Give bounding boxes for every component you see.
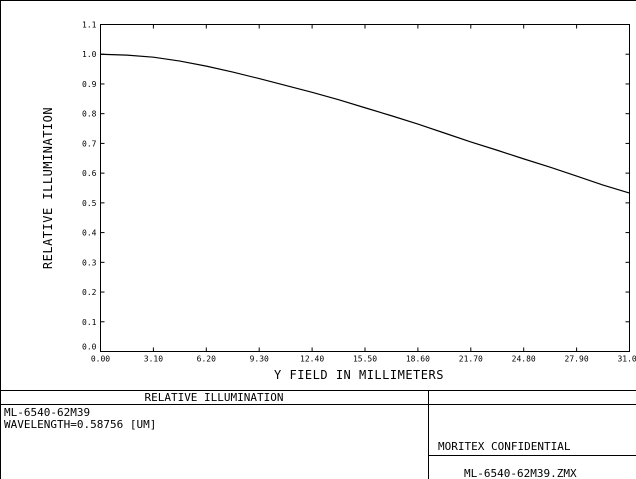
- x-tick-label: 24.80: [512, 355, 536, 364]
- lens-name: ML-6540-62M39: [4, 406, 90, 419]
- y-tick-label: 1.1: [82, 21, 97, 30]
- y-tick-label: 0.8: [82, 110, 97, 119]
- y-tick-label: 0.2: [82, 288, 97, 297]
- y-tick-label: 0.7: [82, 139, 97, 148]
- x-tick-label: 12.40: [300, 355, 324, 364]
- panel-title: RELATIVE ILLUMINATION: [144, 391, 283, 404]
- plot-area: [100, 24, 630, 352]
- x-axis-label: Y FIELD IN MILLIMETERS: [274, 368, 444, 382]
- y-tick-label: 0.1: [82, 318, 97, 327]
- y-tick-label: 0.0: [82, 343, 97, 352]
- series-line: [100, 53, 630, 194]
- y-tick-label: 0.6: [82, 169, 97, 178]
- file-name: ML-6540-62M39.ZMX: [464, 467, 577, 479]
- y-tick-label: 0.4: [82, 229, 97, 238]
- x-tick-label: 15.50: [353, 355, 377, 364]
- x-tick-label: 18.60: [406, 355, 430, 364]
- x-tick-label: 21.70: [459, 355, 483, 364]
- x-tick-label: 0.00: [91, 355, 110, 364]
- wavelength: WAVELENGTH=0.58756 [UM]: [4, 418, 156, 431]
- x-axis-ticks: 0.00 3.10 6.20 9.30 12.40 15.50 18.60 21.70 24.8…: [91, 24, 636, 364]
- x-tick-label: 6.20: [197, 355, 216, 364]
- y-tick-label: 1.0: [82, 50, 97, 59]
- x-tick-label: 9.30: [250, 355, 269, 364]
- plot-series: [100, 53, 630, 194]
- y-axis-label: RELATIVE ILLUMINATION: [41, 107, 55, 269]
- y-tick-label: 0.9: [82, 80, 97, 89]
- x-tick-label: 31.00: [617, 355, 636, 364]
- x-tick-label: 3.10: [144, 355, 163, 364]
- y-axis-ticks: 0.0 0.1 0.2 0.3 0.4 0.5 0.6 0.7 0.8 0.9 1.0 1.1: [82, 21, 630, 352]
- confidential-label: MORITEX CONFIDENTIAL: [438, 440, 571, 453]
- y-tick-label: 0.3: [82, 258, 97, 267]
- y-tick-label: 0.5: [82, 199, 97, 208]
- x-tick-label: 27.90: [565, 355, 589, 364]
